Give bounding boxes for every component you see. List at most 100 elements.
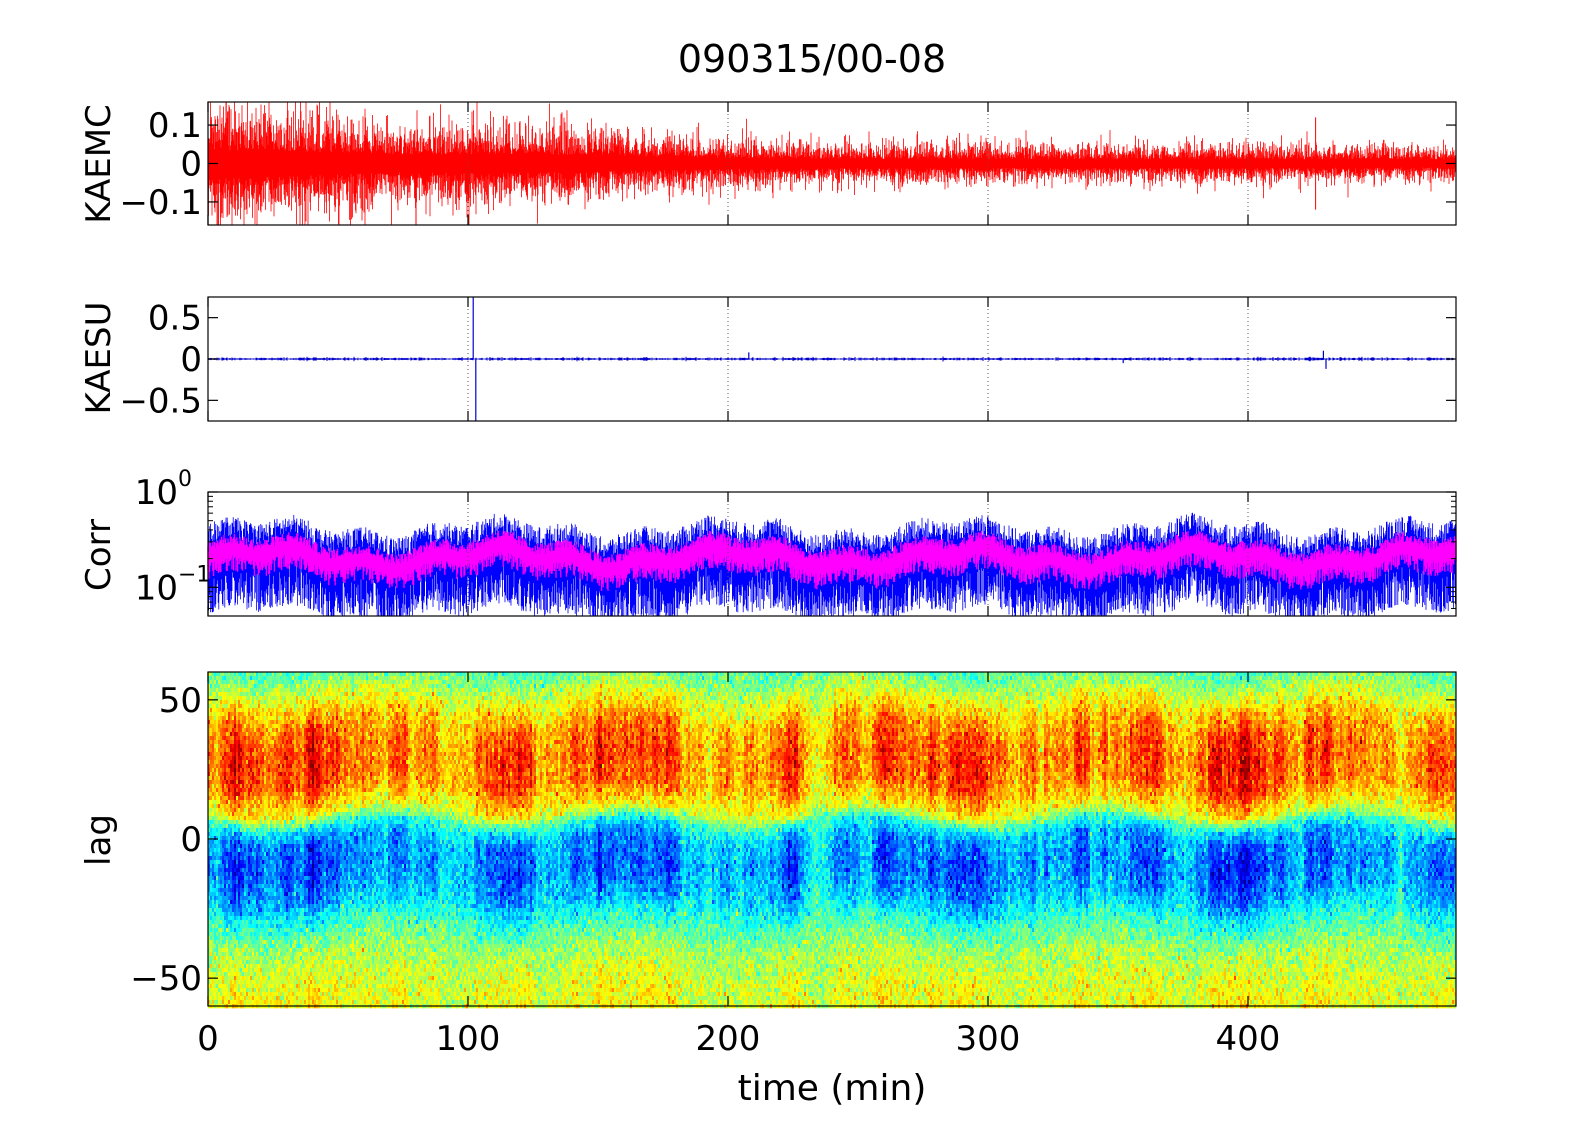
- heatmap-cell: [290, 696, 293, 701]
- heatmap-cell: [240, 732, 243, 737]
- heatmap-cell: [238, 836, 241, 841]
- heatmap-cell: [274, 916, 277, 921]
- heatmap-cell: [236, 720, 239, 725]
- heatmap-cell: [300, 972, 303, 977]
- heatmap-cell: [260, 792, 263, 797]
- heatmap-cell: [270, 872, 273, 877]
- heatmap-cell: [230, 988, 233, 993]
- heatmap-cell: [224, 808, 227, 813]
- heatmap-cell: [212, 772, 215, 777]
- heatmap-cell: [272, 824, 275, 829]
- heatmap-cell: [210, 688, 213, 693]
- heatmap-cell: [254, 944, 257, 949]
- heatmap-cell: [286, 800, 289, 805]
- heatmap-cell: [246, 740, 249, 745]
- heatmap-cell: [244, 988, 247, 993]
- heatmap-cell: [272, 804, 275, 809]
- heatmap-cell: [266, 744, 269, 749]
- heatmap-cell: [250, 900, 253, 905]
- heatmap-cell: [310, 832, 313, 837]
- heatmap-cell: [256, 964, 259, 969]
- heatmap-cell: [214, 904, 217, 909]
- heatmap-cell: [262, 708, 265, 713]
- heatmap-cell: [250, 724, 253, 729]
- heatmap-cell: [308, 672, 311, 677]
- heatmap-cell: [224, 712, 227, 717]
- heatmap-cell: [244, 768, 247, 773]
- heatmap-cell: [292, 796, 295, 801]
- heatmap-cell: [220, 732, 223, 737]
- heatmap-cell: [308, 832, 311, 837]
- heatmap-cell: [266, 832, 269, 837]
- heatmap-cell: [234, 788, 237, 793]
- heatmap-cell: [214, 808, 217, 813]
- heatmap-cell: [250, 868, 253, 873]
- heatmap-cell: [250, 1000, 253, 1005]
- heatmap-cell: [294, 820, 297, 825]
- heatmap-cell: [254, 740, 257, 745]
- heatmap-cell: [274, 788, 277, 793]
- heatmap-cell: [252, 880, 255, 885]
- heatmap-cell: [320, 976, 323, 981]
- heatmap-cell: [236, 932, 239, 937]
- heatmap-cell: [258, 748, 261, 753]
- heatmap-cell: [322, 688, 325, 693]
- heatmap-cell: [288, 772, 291, 777]
- heatmap-cell: [278, 836, 281, 841]
- heatmap-cell: [212, 852, 215, 857]
- heatmap-cell: [272, 692, 275, 697]
- heatmap-cell: [308, 984, 311, 989]
- heatmap-cell: [304, 764, 307, 769]
- heatmap-cell: [322, 740, 325, 745]
- heatmap-cell: [290, 700, 293, 705]
- heatmap-cell: [294, 868, 297, 873]
- heatmap-cell: [260, 740, 263, 745]
- heatmap-cell: [268, 948, 271, 953]
- heatmap-cell: [244, 696, 247, 701]
- heatmap-cell: [260, 716, 263, 721]
- heatmap-cell: [208, 880, 211, 885]
- heatmap-cell: [230, 740, 233, 745]
- heatmap-cell: [264, 816, 267, 821]
- heatmap-cell: [250, 676, 253, 681]
- heatmap-cell: [252, 868, 255, 873]
- heatmap-cell: [288, 692, 291, 697]
- heatmap-cell: [208, 676, 211, 681]
- heatmap-cell: [268, 688, 271, 693]
- heatmap-cell: [310, 876, 313, 881]
- heatmap-cell: [256, 860, 259, 865]
- heatmap-cell: [318, 872, 321, 877]
- heatmap-cell: [224, 996, 227, 1001]
- heatmap-cell: [266, 932, 269, 937]
- heatmap-cell: [312, 728, 315, 733]
- heatmap-cell: [278, 712, 281, 717]
- heatmap-cell: [254, 704, 257, 709]
- heatmap-cell: [224, 840, 227, 845]
- heatmap-cell: [214, 716, 217, 721]
- heatmap-cell: [254, 700, 257, 705]
- heatmap-cell: [232, 848, 235, 853]
- heatmap-cell: [308, 708, 311, 713]
- heatmap-cell: [284, 944, 287, 949]
- heatmap-cell: [212, 856, 215, 861]
- heatmap-cell: [318, 736, 321, 741]
- heatmap-cell: [276, 716, 279, 721]
- heatmap-cell: [212, 804, 215, 809]
- heatmap-cell: [248, 840, 251, 845]
- heatmap-cell: [288, 708, 291, 713]
- heatmap-cell: [298, 804, 301, 809]
- heatmap-cell: [272, 960, 275, 965]
- heatmap-cell: [282, 780, 285, 785]
- heatmap-cell: [294, 756, 297, 761]
- heatmap-cell: [268, 900, 271, 905]
- heatmap-cell: [256, 672, 259, 677]
- heatmap-cell: [238, 848, 241, 853]
- heatmap-cell: [230, 916, 233, 921]
- heatmap-cell: [212, 676, 215, 681]
- heatmap-cell: [234, 808, 237, 813]
- heatmap-cell: [274, 760, 277, 765]
- heatmap-cell: [298, 932, 301, 937]
- heatmap-cell: [256, 792, 259, 797]
- heatmap-cell: [316, 892, 319, 897]
- heatmap-cell: [280, 888, 283, 893]
